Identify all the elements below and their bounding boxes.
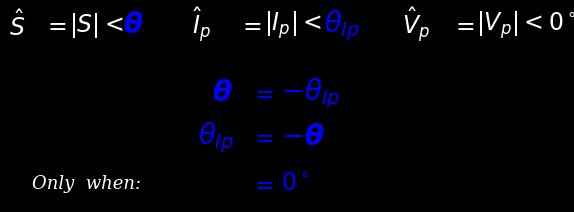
Text: $\hat{I}_p$: $\hat{I}_p$ <box>192 6 211 45</box>
Text: $\boldsymbol{\theta_{Ip}}$: $\boldsymbol{\theta_{Ip}}$ <box>198 120 234 155</box>
Text: $\boldsymbol{\theta}$: $\boldsymbol{\theta}$ <box>123 12 144 39</box>
Text: $=$: $=$ <box>43 14 67 37</box>
Text: $\hat{V}_p$: $\hat{V}_p$ <box>402 6 430 45</box>
Text: $-\boldsymbol{\theta}$: $-\boldsymbol{\theta}$ <box>281 124 325 151</box>
Text: $-\boldsymbol{\theta_{Ip}}$: $-\boldsymbol{\theta_{Ip}}$ <box>281 76 341 111</box>
Text: $\boldsymbol{\theta}$: $\boldsymbol{\theta}$ <box>212 80 232 107</box>
Text: $=$: $=$ <box>250 126 274 149</box>
Text: $=$: $=$ <box>451 14 475 37</box>
Text: $|I_p|{<}$: $|I_p|{<}$ <box>264 10 322 41</box>
Text: $|S|{<}$: $|S|{<}$ <box>69 11 124 40</box>
Text: $\hat{S}$: $\hat{S}$ <box>9 10 25 41</box>
Text: $|V_p|{<}0^\circ$: $|V_p|{<}0^\circ$ <box>476 10 574 41</box>
Text: $=$: $=$ <box>250 82 274 105</box>
Text: $0^\circ$: $0^\circ$ <box>281 173 309 196</box>
Text: $\boldsymbol{\theta_{Ip}}$: $\boldsymbol{\theta_{Ip}}$ <box>324 8 360 43</box>
Text: $=$: $=$ <box>238 14 262 37</box>
Text: Only  when:: Only when: <box>32 176 141 193</box>
Text: $=$: $=$ <box>250 173 274 196</box>
